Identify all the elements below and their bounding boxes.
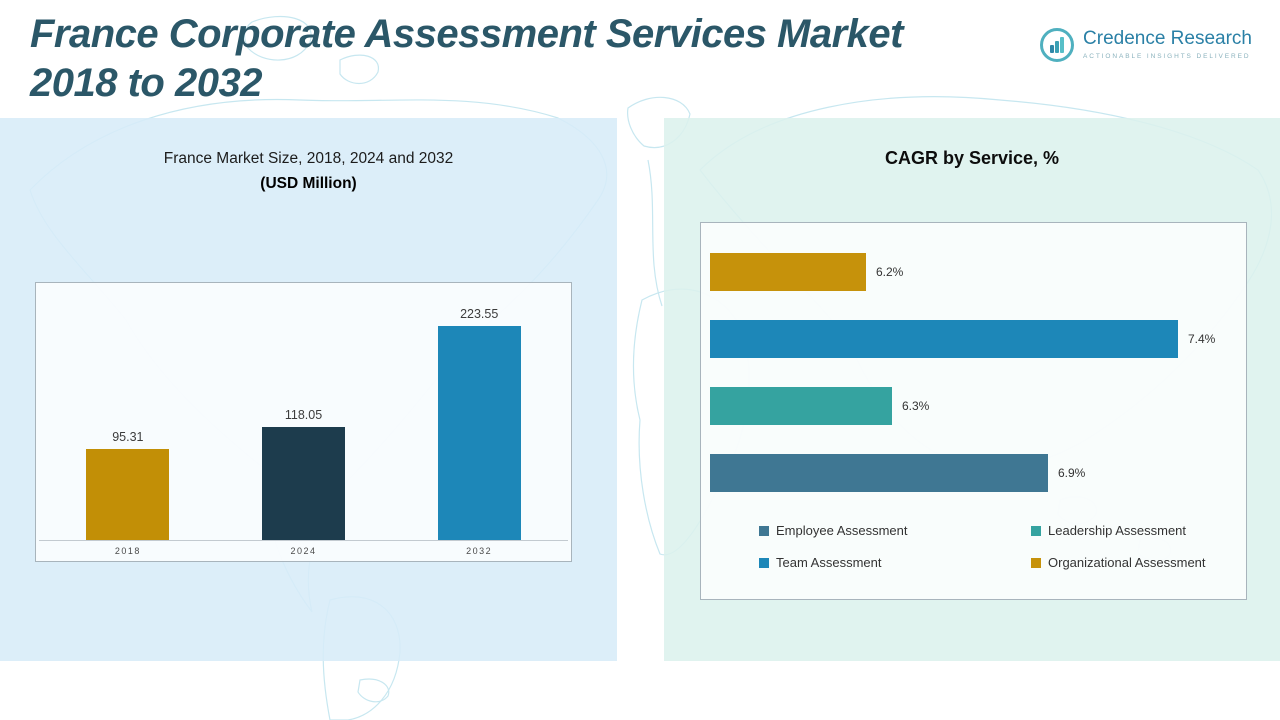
cagr-bar-team-assessment <box>710 320 1178 358</box>
cagr-value-label: 6.3% <box>902 399 930 413</box>
cagr-rows: 6.2% 7.4% 6.3% 6.9% <box>701 223 1246 492</box>
bar-value-label: 118.05 <box>284 408 323 422</box>
bar-2024 <box>262 427 345 540</box>
legend-swatch <box>759 525 769 536</box>
legend-swatch <box>759 557 769 568</box>
cagr-bar-row-3: 6.3% <box>710 387 1246 425</box>
brand-text: Credence Research ACTIONABLE INSIGHTS DE… <box>1083 28 1252 60</box>
cagr-bar-organizational-assessment <box>710 253 866 291</box>
bar-group-2032: 223.55 <box>391 283 567 540</box>
legend-item-organizational-assessment: Organizational Assessment <box>1031 555 1206 570</box>
market-size-chart: 95.31 118.05 223.55 2018 2024 2032 <box>35 282 572 562</box>
bar-value-label: 95.31 <box>112 430 144 444</box>
cagr-value-label: 7.4% <box>1188 332 1216 346</box>
bar-group-2018: 95.31 <box>40 283 216 540</box>
market-size-plot: 95.31 118.05 223.55 <box>36 283 571 540</box>
legend-label: Team Assessment <box>776 555 882 570</box>
page-title-line2: 2018 to 2032 <box>30 60 262 105</box>
bar-value-label: 223.55 <box>460 307 499 321</box>
cagr-bar-row-2: 7.4% <box>710 320 1246 358</box>
page-title: France Corporate Assessment Services Mar… <box>30 10 904 108</box>
x-tick-label: 2024 <box>290 546 317 556</box>
bar-2018 <box>86 449 170 540</box>
cagr-title: CAGR by Service, % <box>884 148 1060 168</box>
market-size-x-labels: 2018 2024 2032 <box>36 541 571 561</box>
legend-item-team-assessment: Team Assessment <box>759 555 1031 570</box>
market-size-title: France Market Size, 2018, 2024 and 2032 <box>163 150 454 167</box>
market-size-subtitle: (USD Million) <box>260 175 357 192</box>
legend-label: Organizational Assessment <box>1048 555 1206 570</box>
legend-swatch <box>1031 525 1041 536</box>
cagr-panel: CAGR by Service, % 6.2% 7.4% 6.3% 6.9% Empl… <box>664 118 1280 661</box>
market-size-panel: France Market Size, 2018, 2024 and 2032 … <box>0 118 617 661</box>
cagr-bar-row-4: 6.9% <box>710 454 1246 492</box>
bar-group-2024: 118.05 <box>216 283 392 540</box>
brand-tagline: ACTIONABLE INSIGHTS DELIVERED <box>1083 53 1251 60</box>
legend-swatch <box>1031 557 1041 568</box>
cagr-bar-leadership-assessment <box>710 387 892 425</box>
page-title-line1: France Corporate Assessment Services Mar… <box>30 12 904 56</box>
legend-item-leadership-assessment: Leadership Assessment <box>1031 523 1206 538</box>
x-tick-label: 2018 <box>114 546 141 556</box>
brand-logo: Credence Research ACTIONABLE INSIGHTS DE… <box>1040 28 1252 62</box>
legend-label: Leadership Assessment <box>1048 523 1187 538</box>
legend-label: Employee Assessment <box>776 523 908 538</box>
legend-item-employee-assessment: Employee Assessment <box>759 523 1031 538</box>
cagr-value-label: 6.9% <box>1058 466 1086 480</box>
bar-2032 <box>437 326 521 540</box>
cagr-chart: 6.2% 7.4% 6.3% 6.9% Employee Assessment Lead… <box>700 222 1247 600</box>
cagr-legend: Employee Assessment Leadership Assessment… <box>759 523 1206 570</box>
cagr-bar-row-1: 6.2% <box>710 253 1246 291</box>
market-size-chart-area: 95.31 118.05 223.55 2018 2024 2032 <box>36 283 571 561</box>
x-tick-label: 2032 <box>466 546 493 556</box>
bar-chart-logo-icon <box>1040 28 1075 62</box>
cagr-value-label: 6.2% <box>876 265 904 279</box>
brand-name: Credence Research <box>1083 28 1252 49</box>
cagr-bar-employee-assessment <box>710 454 1048 492</box>
